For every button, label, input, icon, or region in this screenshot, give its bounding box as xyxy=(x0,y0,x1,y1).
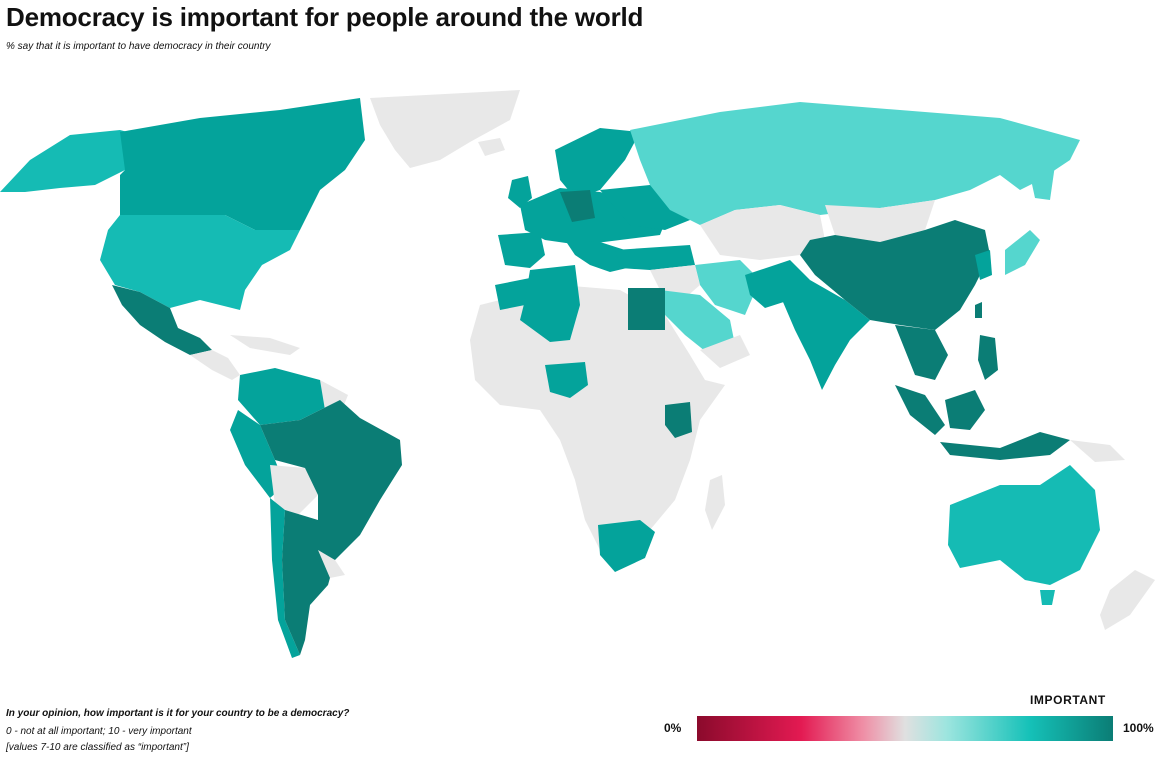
region-iberia xyxy=(498,232,545,268)
legend-max-label: 100% xyxy=(1123,721,1154,735)
region-kenya xyxy=(665,402,692,438)
scale-note: 0 - not at all important; 10 - very impo… xyxy=(6,726,192,737)
page-title: Democracy is important for people around… xyxy=(6,2,644,32)
region-taiwan xyxy=(975,302,982,318)
region-indonesia-east xyxy=(940,432,1070,460)
classification-note: [values 7-10 are classified as “importan… xyxy=(6,742,189,753)
region-iran xyxy=(695,260,760,315)
region-africa xyxy=(470,285,725,555)
region-colombia-venezuela xyxy=(238,368,340,425)
region-nigeria xyxy=(545,362,588,398)
region-philippines xyxy=(978,335,998,380)
region-mexico xyxy=(112,285,212,355)
world-map xyxy=(0,80,1166,670)
region-malaysia-sumatra xyxy=(895,385,945,435)
region-korea xyxy=(975,250,992,280)
region-bolivia xyxy=(270,465,318,518)
region-brazil xyxy=(260,400,402,560)
region-india xyxy=(780,280,870,390)
region-germany xyxy=(560,190,595,222)
region-egypt xyxy=(628,288,665,330)
legend-color-scale xyxy=(697,716,1113,741)
region-png xyxy=(1070,440,1125,462)
region-china xyxy=(800,220,990,330)
region-indochina xyxy=(895,325,948,380)
region-borneo xyxy=(945,390,985,430)
region-madagascar xyxy=(705,475,725,530)
region-canada xyxy=(120,98,365,230)
region-central-america xyxy=(190,350,240,380)
region-new-zealand xyxy=(1100,570,1155,630)
region-japan xyxy=(1005,230,1040,275)
region-iceland xyxy=(478,138,505,156)
region-mongolia xyxy=(825,200,935,242)
region-caribbean xyxy=(230,335,300,355)
region-russia xyxy=(630,102,1080,225)
region-usa xyxy=(100,215,300,310)
region-uk xyxy=(508,176,532,208)
region-scandinavia xyxy=(555,128,640,198)
region-morocco xyxy=(495,278,530,310)
region-tasmania xyxy=(1040,590,1055,605)
region-peru-ecuador xyxy=(230,410,285,498)
region-alaska xyxy=(0,130,150,192)
region-south-africa xyxy=(598,520,655,572)
region-yemen-oman xyxy=(700,335,750,368)
region-central-asia xyxy=(700,205,825,260)
region-chile xyxy=(270,498,300,658)
region-algeria-tunisia xyxy=(520,265,580,342)
region-saudi-arabia xyxy=(660,290,735,355)
legend-title: IMPORTANT xyxy=(1030,693,1106,707)
region-australia xyxy=(948,465,1100,585)
region-uruguay-paraguay xyxy=(318,550,345,578)
region-turkey xyxy=(615,245,695,270)
region-kamchatka xyxy=(1030,165,1055,200)
region-argentina xyxy=(282,510,335,655)
page-subtitle: % say that it is important to have democ… xyxy=(6,41,271,52)
survey-question: In your opinion, how important is it for… xyxy=(6,708,350,719)
region-greenland xyxy=(370,90,520,168)
legend-min-label: 0% xyxy=(664,721,682,735)
